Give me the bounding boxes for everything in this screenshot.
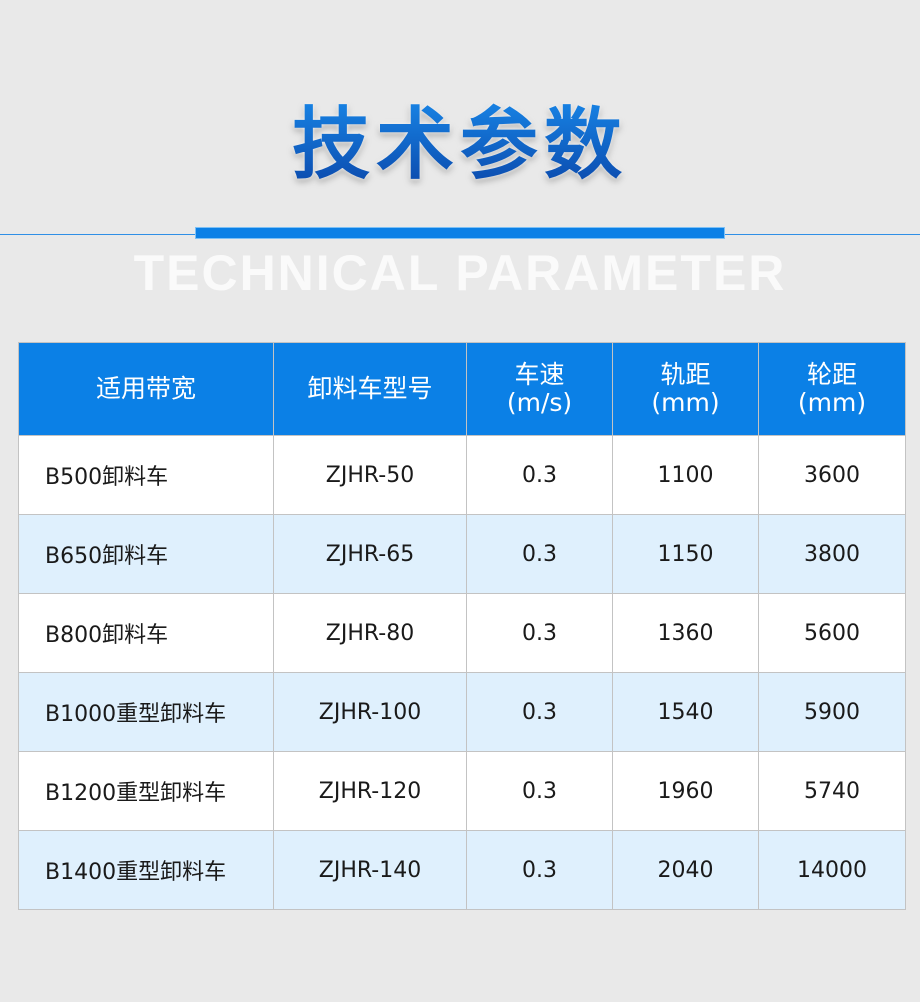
table-row: B500卸料车 ZJHR-50 0.3 1100 3600 [18,435,906,515]
table-cell: 0.3 [466,593,613,673]
column-header: 轮距 (mm) [758,342,906,436]
table-cell: ZJHR-100 [273,672,467,752]
table-row: B1400重型卸料车 ZJHR-140 0.3 2040 14000 [18,830,906,910]
table-cell: 1540 [612,672,759,752]
header-unit: (mm) [797,388,867,417]
page-title: 技术参数 [0,82,920,194]
table-cell: 0.3 [466,514,613,594]
table-cell: 0.3 [466,830,613,910]
header-unit: (mm) [651,388,720,417]
table-cell: 5900 [758,672,906,752]
table-cell: 14000 [758,830,906,910]
header-label: 轨距 [660,360,711,389]
table-row: B800卸料车 ZJHR-80 0.3 1360 5600 [18,593,906,673]
column-header: 车速 (m/s) [466,342,613,436]
table-cell: 5740 [758,751,906,831]
table-cell: ZJHR-65 [273,514,467,594]
table-header-row: 适用带宽 卸料车型号 车速 (m/s) 轨距 (mm) 轮距 (mm) [18,342,906,436]
table-cell: ZJHR-120 [273,751,467,831]
page-subtitle: TECHNICAL PARAMETER [133,245,787,301]
table-cell: 1360 [612,593,759,673]
table-cell: 2040 [612,830,759,910]
header-label: 车速 [514,360,565,389]
accent-bar [195,227,725,239]
table-cell: ZJHR-50 [273,435,467,515]
table-row: B1200重型卸料车 ZJHR-120 0.3 1960 5740 [18,751,906,831]
table-cell: 1150 [612,514,759,594]
table-cell: B500卸料车 [18,435,274,515]
table-cell: ZJHR-140 [273,830,467,910]
table-cell: 1960 [612,751,759,831]
table-cell: 0.3 [466,435,613,515]
table-cell: 1100 [612,435,759,515]
table-cell: 3600 [758,435,906,515]
header-label: 适用带宽 [95,374,196,403]
parameter-table: 适用带宽 卸料车型号 车速 (m/s) 轨距 (mm) 轮距 (mm) B500卸料车 ZJHR… [18,342,906,910]
table-cell: 5600 [758,593,906,673]
table-cell: 0.3 [466,672,613,752]
table-cell: 0.3 [466,751,613,831]
table-cell: B800卸料车 [18,593,274,673]
table-cell: B1200重型卸料车 [18,751,274,831]
column-header: 轨距 (mm) [612,342,759,436]
header-unit: (m/s) [506,388,573,417]
table-cell: B650卸料车 [18,514,274,594]
table-cell: B1000重型卸料车 [18,672,274,752]
column-header: 适用带宽 [18,342,274,436]
table-cell: 3800 [758,514,906,594]
column-header: 卸料车型号 [273,342,467,436]
header-label: 卸料车型号 [307,374,433,403]
table-row: B1000重型卸料车 ZJHR-100 0.3 1540 5900 [18,672,906,752]
table-row: B650卸料车 ZJHR-65 0.3 1150 3800 [18,514,906,594]
table-cell: B1400重型卸料车 [18,830,274,910]
table-cell: ZJHR-80 [273,593,467,673]
header-label: 轮距 [806,360,857,389]
